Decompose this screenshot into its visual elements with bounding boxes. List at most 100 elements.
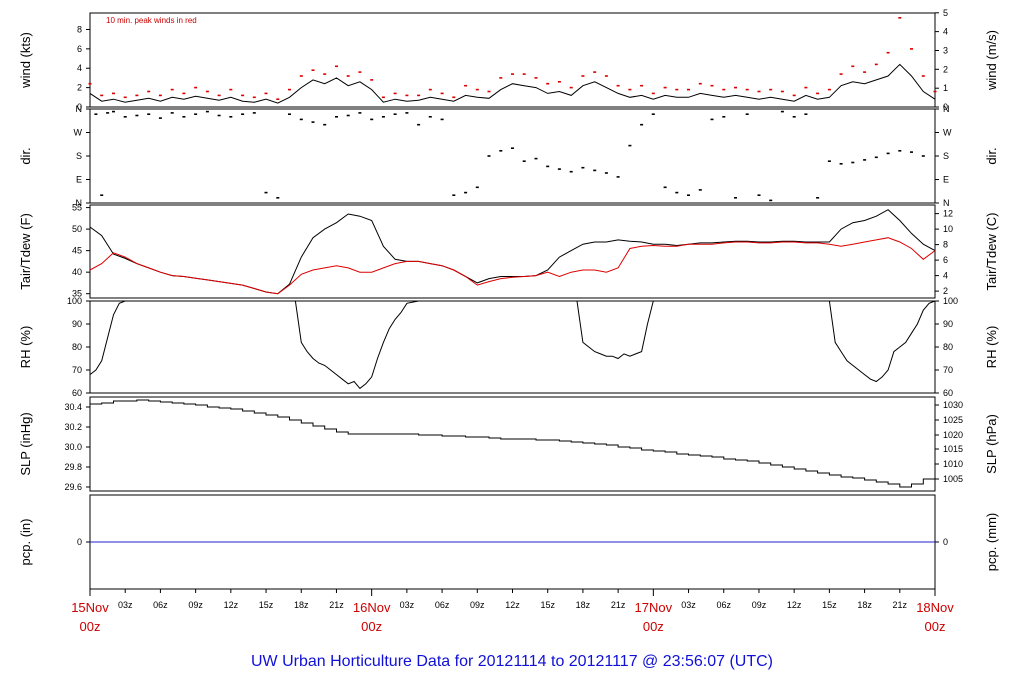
dir-series-0-point bbox=[710, 118, 714, 121]
dir-series-0-point bbox=[147, 113, 151, 115]
temp-ytick-label: 40 bbox=[72, 267, 82, 277]
dir-series-0-point bbox=[100, 194, 104, 196]
wind-series-1-point bbox=[158, 94, 162, 97]
dir-series-0-point bbox=[687, 194, 690, 196]
wind-series-1-point bbox=[863, 71, 867, 73]
pcp-rtick-label: 0 bbox=[943, 537, 948, 547]
wind-series-1-point bbox=[698, 82, 702, 85]
rh-rtick-label: 90 bbox=[943, 319, 953, 329]
dir-series-0-point bbox=[123, 116, 127, 118]
dir-ytick-label: S bbox=[76, 151, 82, 161]
dir-series-0-point bbox=[593, 169, 597, 172]
dir-series-0-point bbox=[839, 163, 843, 165]
dir-series-0-point bbox=[94, 113, 98, 115]
dir-ytick-label: W bbox=[74, 128, 83, 138]
dir-series-0-point bbox=[158, 117, 162, 119]
wind-series-1-point bbox=[675, 88, 679, 91]
wind-series-1-point bbox=[511, 73, 514, 75]
temp-ytick-label: 55 bbox=[72, 203, 82, 213]
wind-series-1-point bbox=[769, 88, 773, 91]
dir-ylabel-right: dir. bbox=[984, 147, 999, 164]
wind-series-1-point bbox=[874, 63, 878, 66]
dir-series-0-point bbox=[452, 194, 456, 196]
dir-ytick-label: N bbox=[76, 104, 83, 114]
slp-rtick-label: 1010 bbox=[943, 459, 963, 469]
temp-rtick-label: 10 bbox=[943, 224, 953, 234]
wind-series-1-point bbox=[88, 82, 92, 85]
x-tick-label: 15z bbox=[822, 600, 837, 610]
wind-ylabel-right: wind (m/s) bbox=[984, 30, 999, 91]
dir-series-0-point bbox=[804, 113, 808, 115]
dir-series-0-point bbox=[851, 161, 855, 164]
x-tick-label: 18z bbox=[576, 600, 591, 610]
slp-rtick-label: 1005 bbox=[943, 474, 963, 484]
dir-ylabel-left: dir. bbox=[18, 147, 33, 164]
x-day-hour-label: 00z bbox=[643, 619, 664, 634]
x-tick-label: 12z bbox=[787, 600, 802, 610]
x-tick-label: 21z bbox=[893, 600, 908, 610]
wind-series-1-point bbox=[557, 81, 561, 83]
x-tick-label: 06z bbox=[716, 600, 731, 610]
dir-series-0-point bbox=[910, 151, 913, 153]
slp-series-0-line bbox=[90, 399, 936, 488]
dir-series-0-point bbox=[698, 189, 702, 191]
x-tick-label: 06z bbox=[153, 600, 168, 610]
dir-series-0-point bbox=[557, 168, 561, 170]
wind-series-1-point bbox=[182, 92, 186, 95]
x-tick-label: 03z bbox=[681, 600, 696, 610]
wind-series-1-point bbox=[405, 94, 409, 97]
pcp-ytick-label: 0 bbox=[77, 537, 82, 547]
wind-series-1-point bbox=[792, 94, 796, 97]
wind-series-1-point bbox=[910, 48, 913, 50]
dir-series-0-point bbox=[299, 118, 303, 121]
dir-series-0-point bbox=[440, 118, 444, 121]
slp-ylabel-right: SLP (hPa) bbox=[984, 414, 999, 474]
temp-ytick-label: 45 bbox=[72, 246, 82, 256]
rh-ytick-label: 80 bbox=[72, 342, 82, 352]
x-tick-label: 12z bbox=[505, 600, 520, 610]
wind-series-1-point bbox=[499, 77, 503, 79]
dir-series-0-point bbox=[640, 123, 644, 126]
wind-series-1-point bbox=[839, 73, 843, 75]
dir-series-0-point bbox=[722, 116, 726, 118]
rh-ytick-label: 100 bbox=[67, 296, 82, 306]
wind-ytick-label: 2 bbox=[77, 83, 82, 93]
dir-rtick-label: S bbox=[943, 151, 949, 161]
wind-series-1-point bbox=[804, 86, 808, 89]
rh-series-0-line bbox=[89, 300, 936, 390]
x-tick-label: 03z bbox=[118, 600, 133, 610]
dir-series-0-point bbox=[816, 197, 820, 199]
dir-series-0-point bbox=[651, 113, 655, 115]
dir-series-0-point bbox=[780, 110, 784, 113]
wind-rtick-label: 4 bbox=[943, 27, 948, 37]
dir-series-0-point bbox=[335, 116, 338, 118]
wind-series-1-point bbox=[722, 88, 726, 91]
rh-ylabel-left: RH (%) bbox=[18, 326, 33, 369]
wind-series-1-point bbox=[534, 77, 538, 79]
x-tick-label: 06z bbox=[435, 600, 450, 610]
dir-series-0-point bbox=[863, 159, 867, 161]
dir-series-0-point bbox=[217, 114, 221, 117]
x-day-hour-label: 00z bbox=[925, 619, 946, 634]
wind-rtick-label: 3 bbox=[943, 46, 948, 56]
wind-series-1-point bbox=[487, 90, 491, 93]
dir-series-0-point bbox=[475, 186, 479, 189]
dir-series-0-point bbox=[381, 116, 385, 118]
dir-series-0-point bbox=[534, 157, 538, 160]
wind-series-1-point bbox=[135, 94, 139, 97]
slp-ytick-label: 29.8 bbox=[64, 462, 82, 472]
wind-series-1-point bbox=[417, 94, 421, 97]
dir-series-0-point bbox=[428, 116, 432, 118]
dir-series-0-point bbox=[792, 116, 796, 118]
rh-ylabel-right: RH (%) bbox=[984, 326, 999, 369]
dir-ytick-label: N bbox=[76, 198, 83, 208]
wind-series-1-point bbox=[229, 88, 233, 91]
slp-ytick-label: 30.0 bbox=[64, 442, 82, 452]
wind-series-1-point bbox=[241, 94, 245, 97]
x-tick-label: 09z bbox=[188, 600, 203, 610]
temp-ylabel-left: Tair/Tdew (F) bbox=[18, 213, 33, 290]
pcp-ylabel-left: pcp. (in) bbox=[18, 519, 33, 566]
dir-series-0-point bbox=[581, 166, 585, 169]
x-tick-label: 18z bbox=[294, 600, 309, 610]
